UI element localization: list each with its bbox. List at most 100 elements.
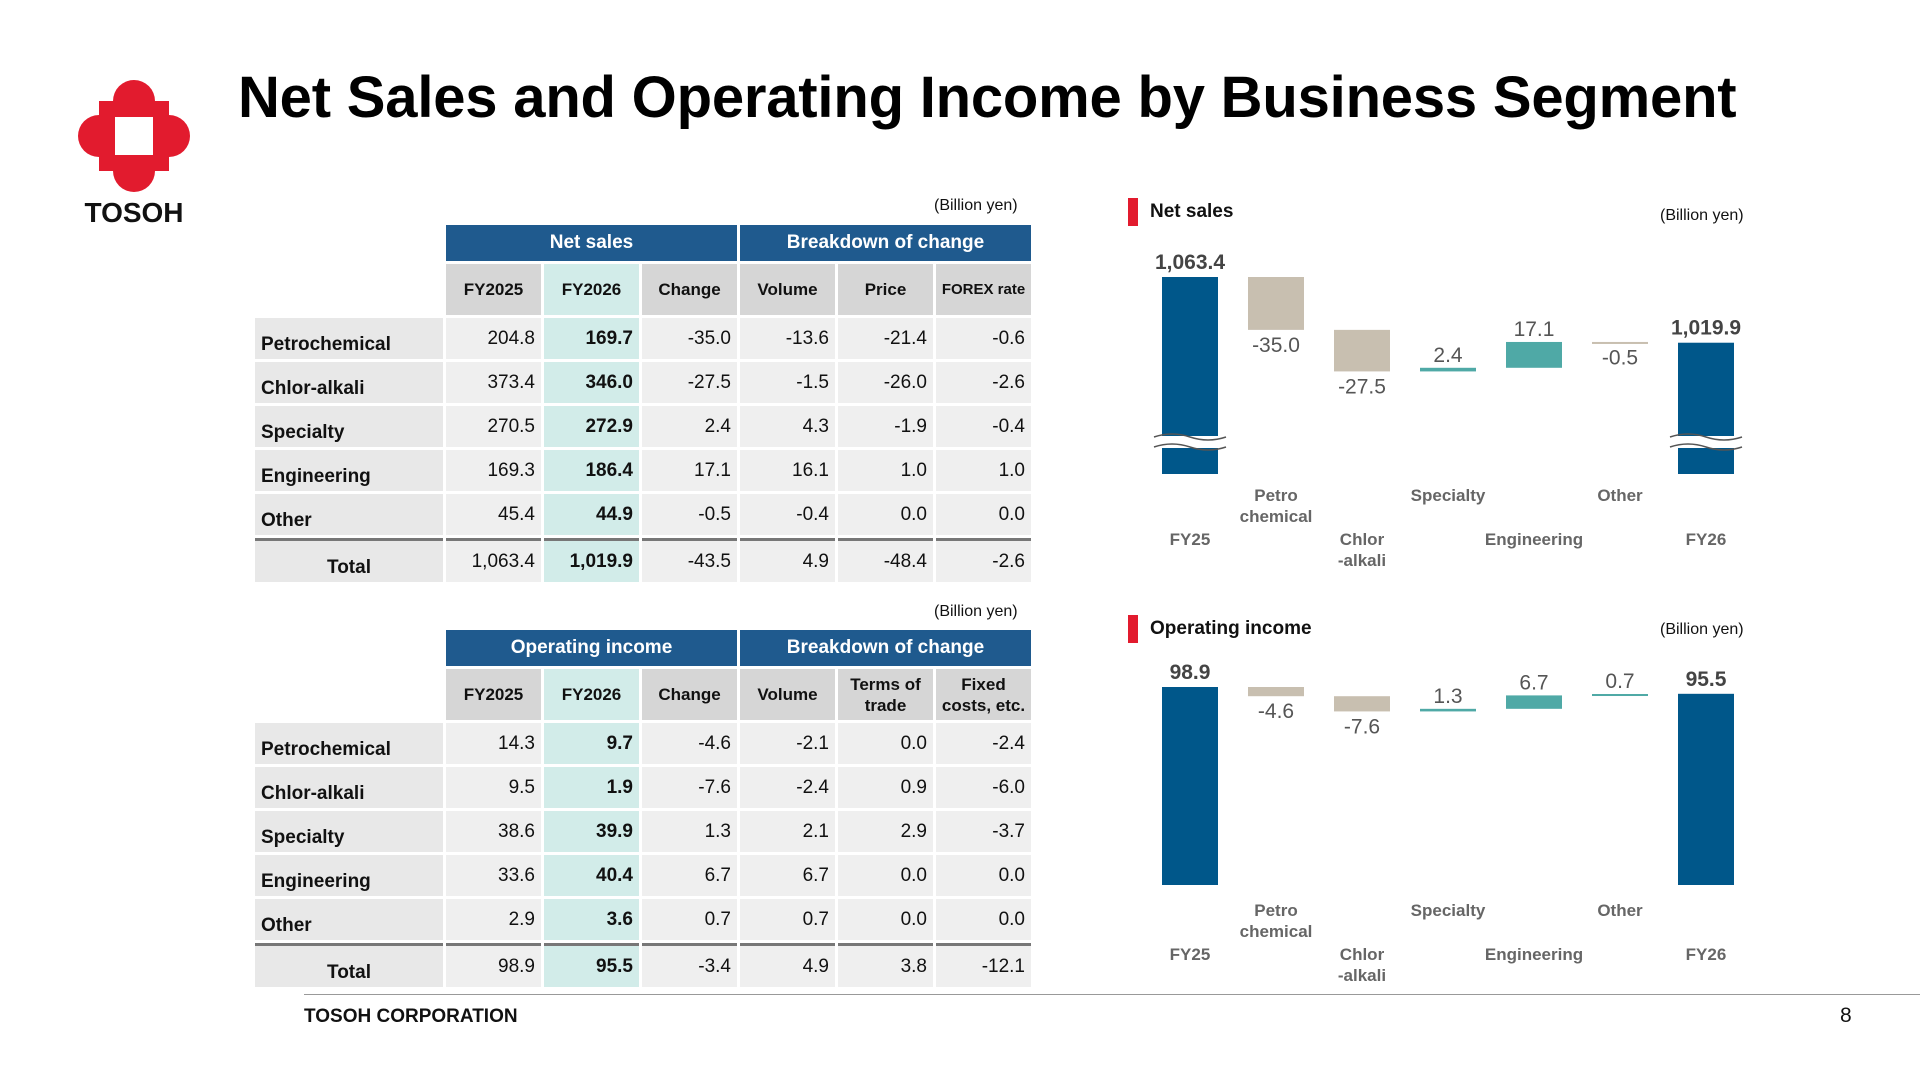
increase-bar	[1506, 341, 1562, 368]
column-header: FY2025	[446, 669, 541, 720]
table-cell: 0.0	[838, 494, 933, 535]
tosoh-logo: TOSOH	[78, 80, 190, 226]
table-cell: -2.4	[936, 723, 1031, 764]
column-header: Fixed costs, etc.	[936, 669, 1031, 720]
column-header: FY2025	[446, 264, 541, 315]
logo-text: TOSOH	[84, 197, 183, 226]
breakdown-group-header: Breakdown of change	[740, 225, 1031, 261]
row-label: Chlor-alkali	[255, 767, 443, 808]
table-cell: -2.4	[740, 767, 835, 808]
footer-divider	[304, 994, 1920, 995]
table-cell: 40.4	[544, 855, 639, 896]
decrease-bar	[1334, 696, 1390, 712]
decrease-bar	[1334, 329, 1390, 372]
table-cell: 17.1	[642, 450, 737, 491]
net-sales-body: Petrochemical 204.8 169.7 -35.0 -13.6 -21.4 -0…	[255, 318, 1031, 582]
table-cell: 0.7	[642, 899, 737, 940]
column-header: Change	[642, 264, 737, 315]
table-cell: 0.0	[936, 494, 1031, 535]
table-cell: 38.6	[446, 811, 541, 852]
table-cell: 33.6	[446, 855, 541, 896]
category-label: Engineering	[1485, 530, 1583, 549]
table-cell: 3.8	[838, 943, 933, 987]
axis-break-line	[1669, 443, 1743, 451]
table-cell: 1.3	[642, 811, 737, 852]
table-cell: 9.7	[544, 723, 639, 764]
table-cell: 44.9	[544, 494, 639, 535]
data-label: 1,063.4	[1155, 251, 1225, 274]
table-cell: 3.6	[544, 899, 639, 940]
column-header: FY2026	[544, 669, 639, 720]
table-cell: -1.5	[740, 362, 835, 403]
table-cell: 204.8	[446, 318, 541, 359]
category-label: Petro chemical	[1240, 901, 1313, 941]
table-cell: 1,019.9	[544, 538, 639, 582]
net-sales-table: Net sales Breakdown of change FY2025 FY2…	[252, 222, 1034, 585]
chart-title: Operating income	[1150, 618, 1312, 640]
section-marker	[1128, 615, 1138, 643]
table-cell: 9.5	[446, 767, 541, 808]
table-cell: 6.7	[642, 855, 737, 896]
data-label: 95.5	[1686, 668, 1727, 691]
row-label: Engineering	[255, 855, 443, 896]
net-sales-table-unit: (Billion yen)	[934, 197, 1018, 214]
column-header: FOREX rate	[936, 264, 1031, 315]
data-label: 6.7	[1519, 671, 1548, 694]
decrease-bar	[1248, 687, 1304, 697]
table-cell: 4.9	[740, 538, 835, 582]
data-label: 98.9	[1170, 661, 1211, 684]
data-label: 0.7	[1605, 670, 1634, 693]
column-header: Price	[838, 264, 933, 315]
table-cell: -6.0	[936, 767, 1031, 808]
table-cell: -3.4	[642, 943, 737, 987]
operating-income-chart-header: Operating income	[1128, 615, 1312, 643]
axis-break-line	[1669, 433, 1743, 441]
table-cell: 39.9	[544, 811, 639, 852]
table-cell: -7.6	[642, 767, 737, 808]
table-cell: 2.9	[446, 899, 541, 940]
row-label: Specialty	[255, 811, 443, 852]
table-cell: 272.9	[544, 406, 639, 447]
table-row: Engineering 33.6 40.4 6.7 6.7 0.0 0.0	[255, 855, 1031, 896]
table-row: Petrochemical 14.3 9.7 -4.6 -2.1 0.0 -2.4	[255, 723, 1031, 764]
table-cell: 169.7	[544, 318, 639, 359]
row-label: Other	[255, 494, 443, 535]
table-cell: 0.9	[838, 767, 933, 808]
axis-break-line	[1153, 433, 1227, 441]
increase-bar	[1506, 695, 1562, 709]
table-cell: -4.6	[642, 723, 737, 764]
category-label: Engineering	[1485, 945, 1583, 964]
table-cell: -1.9	[838, 406, 933, 447]
column-header: Change	[642, 669, 737, 720]
table-cell: 45.4	[446, 494, 541, 535]
data-label: -27.5	[1338, 375, 1386, 398]
table-cell: 186.4	[544, 450, 639, 491]
table-cell: -0.4	[740, 494, 835, 535]
footer-company: TOSOH CORPORATION	[304, 1006, 518, 1027]
column-header: Terms of trade	[838, 669, 933, 720]
table-cell: 346.0	[544, 362, 639, 403]
table-cell: 2.4	[642, 406, 737, 447]
increase-bar	[1592, 694, 1648, 697]
table-row: Engineering 169.3 186.4 17.1 16.1 1.0 1.0	[255, 450, 1031, 491]
table-cell: 95.5	[544, 943, 639, 987]
row-label: Specialty	[255, 406, 443, 447]
table-cell: -27.5	[642, 362, 737, 403]
table-row: Chlor-alkali 9.5 1.9 -7.6 -2.4 0.9 -6.0	[255, 767, 1031, 808]
row-label: Petrochemical	[255, 318, 443, 359]
table-row: Total 98.9 95.5 -3.4 4.9 3.8 -12.1	[255, 943, 1031, 987]
increase-bar	[1420, 367, 1476, 372]
data-label: -35.0	[1252, 334, 1300, 357]
breakdown-group-header: Breakdown of change	[740, 630, 1031, 666]
net-sales-waterfall-chart: 1,063.4 FY25 -35.0 Petro chemical -27.5 Chlor -…	[1153, 251, 1743, 570]
row-label: Other	[255, 899, 443, 940]
row-label: Engineering	[255, 450, 443, 491]
table-cell: 4.9	[740, 943, 835, 987]
table-cell: -48.4	[838, 538, 933, 582]
table-row: Other 2.9 3.6 0.7 0.7 0.0 0.0	[255, 899, 1031, 940]
table-cell: 373.4	[446, 362, 541, 403]
table-cell: 0.0	[838, 899, 933, 940]
table-cell: 169.3	[446, 450, 541, 491]
page-number: 8	[1840, 1004, 1852, 1027]
table-row: Other 45.4 44.9 -0.5 -0.4 0.0 0.0	[255, 494, 1031, 535]
